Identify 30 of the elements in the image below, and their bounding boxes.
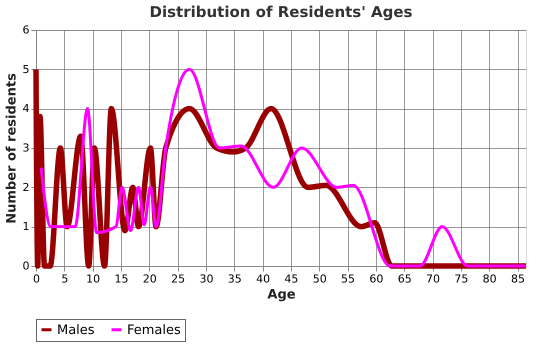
x-tick-label: 40	[256, 272, 270, 286]
x-tick-label: 65	[398, 272, 412, 286]
x-axis-title: Age	[267, 288, 296, 302]
x-tick-label: 35	[228, 272, 242, 286]
x-tick-label: 30	[199, 272, 214, 286]
y-tick-label: 5	[22, 62, 30, 76]
x-tick-label: 55	[341, 272, 356, 286]
y-tick-label: 2	[22, 180, 30, 194]
x-tick-label: 60	[369, 272, 384, 286]
x-tick-label: 45	[284, 272, 298, 286]
x-tick-label: 50	[312, 272, 327, 286]
x-tick-label: 25	[171, 272, 186, 286]
x-tick-label: 75	[454, 272, 468, 286]
chart-title: Distribution of Residents' Ages	[150, 3, 413, 21]
x-tick-label: 10	[86, 272, 100, 286]
legend-label: Males	[57, 322, 95, 338]
y-tick-label: 4	[22, 102, 30, 116]
legend-label: Females	[127, 322, 182, 338]
x-tick-label: 20	[142, 272, 157, 286]
x-tick-label: 15	[114, 272, 128, 286]
x-tick-label: 5	[61, 272, 68, 286]
y-tick-label: 3	[22, 142, 30, 154]
y-tick-label: 0	[22, 260, 30, 272]
y-tick-label: 6	[22, 24, 30, 36]
x-tick-label: 0	[33, 272, 40, 286]
x-tick-label: 70	[426, 272, 440, 286]
x-tick-label: 80	[482, 272, 497, 286]
y-tick-label: 1	[22, 220, 30, 234]
y-axis-title: Number of residents	[4, 72, 20, 224]
x-tick-label: 85	[511, 272, 526, 286]
